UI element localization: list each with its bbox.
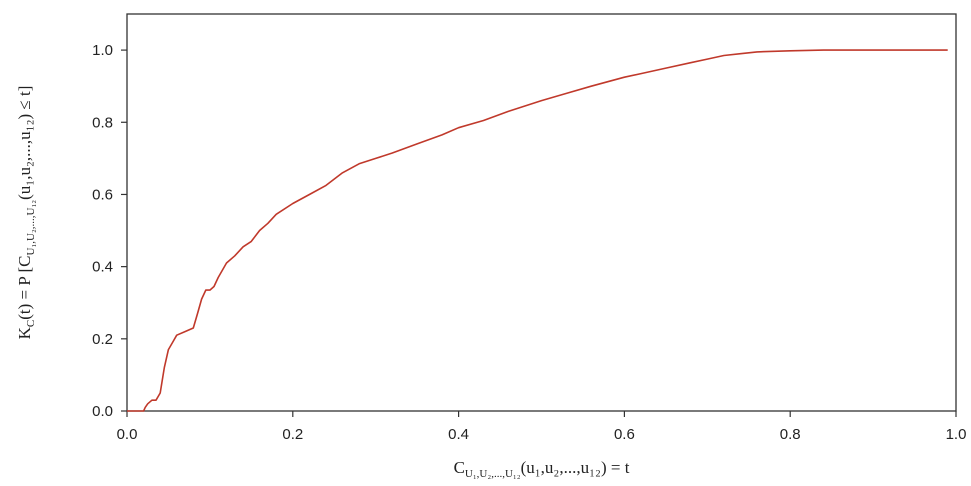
x-tick-label: 0.8 <box>780 426 801 443</box>
x-axis-title: CU₁,U₂,...,U₁₂(u₁,u₂,...,u₁₂) = t <box>454 458 630 480</box>
x-axis-ticks: 0.0 0.2 0.4 0.6 0.8 1.0 <box>117 411 967 443</box>
x-tick-label: 1.0 <box>946 426 967 443</box>
y-tick-label: 0.2 <box>92 331 113 348</box>
plot-frame <box>126 13 957 412</box>
x-tick-label: 0.4 <box>448 426 469 443</box>
y-tick-label: 0.0 <box>92 403 113 420</box>
y-tick-label: 0.6 <box>92 186 113 203</box>
y-axis-title: KC(t) = P [CU₁,U₂,...,U₁₂(u₁,u₂,...,u₁₂)… <box>15 86 37 340</box>
series-group <box>127 49 948 412</box>
y-tick-label: 0.8 <box>92 114 113 131</box>
y-tick-label: 1.0 <box>92 42 113 59</box>
series-line <box>127 49 948 412</box>
x-tick-label: 0.6 <box>614 426 635 443</box>
x-tick-label: 0.0 <box>117 426 138 443</box>
plot-frame-rect <box>126 13 957 412</box>
y-axis-ticks: 0.0 0.2 0.4 0.6 0.8 1.0 <box>92 42 127 420</box>
x-tick-label: 0.2 <box>282 426 303 443</box>
y-tick-label: 0.4 <box>92 259 113 276</box>
